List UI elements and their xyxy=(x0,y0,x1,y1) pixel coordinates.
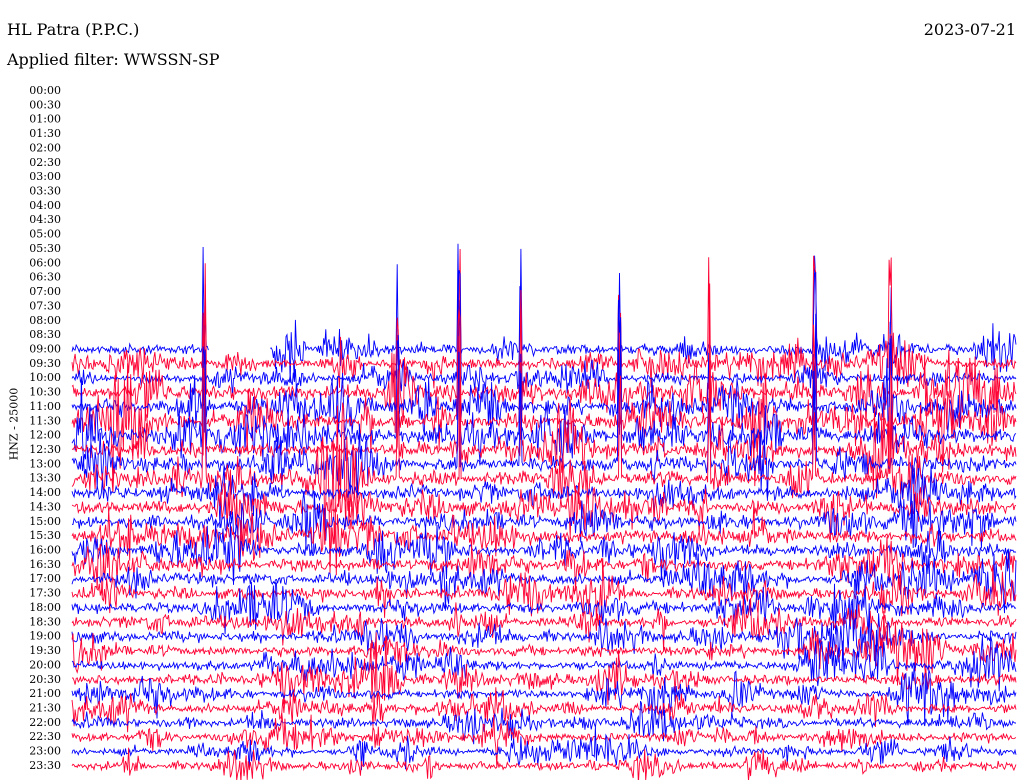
tick-label-1100: 11:00 xyxy=(29,400,61,413)
trace-2030 xyxy=(72,632,1017,706)
tick-label-1330: 13:30 xyxy=(29,472,61,485)
tick-label-1700: 17:00 xyxy=(29,572,61,585)
tick-label-1730: 17:30 xyxy=(29,587,61,600)
trace-2300 xyxy=(71,726,1017,771)
tick-label-0230: 02:30 xyxy=(29,156,61,169)
tick-label-0400: 04:00 xyxy=(29,199,61,212)
date-label: 2023-07-21 xyxy=(923,20,1016,39)
tick-label-1630: 16:30 xyxy=(29,558,61,571)
trace-1830 xyxy=(71,595,1017,652)
tick-label-0630: 06:30 xyxy=(29,271,61,284)
trace-1630 xyxy=(71,536,1017,596)
tick-label-2030: 20:30 xyxy=(29,673,61,686)
tick-label-1600: 16:00 xyxy=(29,544,61,557)
trace-1030 xyxy=(71,283,1017,444)
tick-label-0600: 06:00 xyxy=(29,256,61,269)
tick-label-1930: 19:30 xyxy=(29,644,61,657)
tick-label-0930: 09:30 xyxy=(29,357,61,370)
tick-label-1000: 10:00 xyxy=(29,371,61,384)
tick-label-0730: 07:30 xyxy=(29,299,61,312)
trace-1600 xyxy=(71,519,1017,585)
trace-2200 xyxy=(71,700,1016,745)
tick-label-2000: 20:00 xyxy=(29,658,61,671)
tick-label-1300: 13:00 xyxy=(29,457,61,470)
trace-2000 xyxy=(71,629,1017,692)
trace-1930 xyxy=(71,611,1017,686)
tick-label-2130: 21:30 xyxy=(29,702,61,715)
tick-label-1200: 12:00 xyxy=(29,429,61,442)
trace-2100 xyxy=(71,662,1017,724)
filter-label: Applied filter: WWSSN-SP xyxy=(7,50,220,69)
trace-1130 xyxy=(71,309,1017,486)
tick-label-1130: 11:30 xyxy=(29,414,61,427)
tick-label-1430: 14:30 xyxy=(29,500,61,513)
tick-label-0330: 03:30 xyxy=(29,185,61,198)
tick-label-1500: 15:00 xyxy=(29,515,61,528)
tick-label-0030: 00:30 xyxy=(29,98,61,111)
trace-1100 xyxy=(71,299,1017,440)
tick-label-2200: 22:00 xyxy=(29,716,61,729)
tick-label-2300: 23:00 xyxy=(29,745,61,758)
tick-label-0500: 05:00 xyxy=(29,228,61,241)
tick-label-0830: 08:30 xyxy=(29,328,61,341)
trace-1800 xyxy=(71,578,1017,635)
tick-label-0800: 08:00 xyxy=(29,314,61,327)
tick-label-1830: 18:30 xyxy=(29,615,61,628)
trace-1230 xyxy=(71,336,1017,499)
trace-1500 xyxy=(71,490,1017,555)
tick-label-1800: 18:00 xyxy=(29,601,61,614)
trace-1530 xyxy=(71,503,1017,576)
tick-label-0300: 03:00 xyxy=(29,170,61,183)
trace-lines xyxy=(71,243,1017,780)
tick-label-0200: 02:00 xyxy=(29,141,61,154)
tick-label-1030: 10:30 xyxy=(29,386,61,399)
trace-0930 xyxy=(71,248,1017,392)
trace-1700 xyxy=(71,548,1017,614)
tick-label-1230: 12:30 xyxy=(29,443,61,456)
trace-2230 xyxy=(71,712,1017,767)
tick-label-2330: 23:30 xyxy=(29,759,61,772)
trace-1730 xyxy=(71,558,1017,623)
tick-label-0530: 05:30 xyxy=(29,242,61,255)
trace-1000 xyxy=(71,270,1017,397)
tick-label-0130: 01:30 xyxy=(29,127,61,140)
tick-label-0000: 00:00 xyxy=(29,84,61,97)
tick-label-1900: 19:00 xyxy=(29,630,61,643)
tick-label-0430: 04:30 xyxy=(29,213,61,226)
trace-1900 xyxy=(71,598,1017,663)
tick-label-2100: 21:00 xyxy=(29,687,61,700)
tick-label-2230: 22:30 xyxy=(29,730,61,743)
tick-label-0900: 09:00 xyxy=(29,343,61,356)
station-title: HL Patra (P.P.C.) xyxy=(7,20,140,39)
trace-1300 xyxy=(71,349,1017,501)
trace-2330 xyxy=(71,747,1017,780)
trace-2130 xyxy=(71,687,1017,733)
tick-label-1400: 14:00 xyxy=(29,486,61,499)
trace-1430 xyxy=(71,473,1017,547)
tick-label-0700: 07:00 xyxy=(29,285,61,298)
trace-1400 xyxy=(71,464,1017,528)
tick-label-1530: 15:30 xyxy=(29,529,61,542)
tick-label-0100: 01:00 xyxy=(29,113,61,126)
